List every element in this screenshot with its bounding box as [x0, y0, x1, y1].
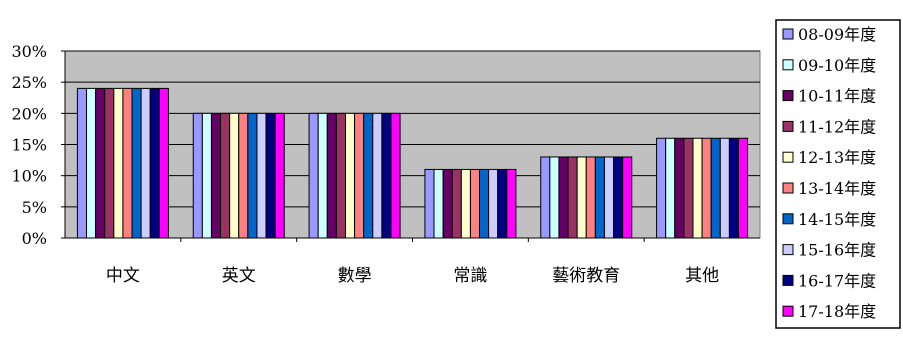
bar-3-3 [326, 112, 337, 239]
legend-label: 08-09年度 [798, 25, 876, 44]
y-tick-label: 25% [11, 73, 47, 92]
bar-4-3 [335, 112, 346, 239]
bar-6-3 [354, 112, 365, 239]
bar-10-4 [506, 168, 517, 239]
bar-7-1 [131, 87, 142, 239]
bar-7-6 [710, 137, 721, 239]
y-tick-label: 15% [11, 136, 47, 155]
bar-8-2 [256, 112, 267, 239]
bar-1-1 [76, 87, 88, 239]
y-tick-label: 10% [11, 167, 47, 186]
bar-1-4 [424, 168, 435, 239]
bar-8-5 [603, 156, 615, 239]
y-tick-label: 20% [11, 104, 47, 123]
bar-10-1 [158, 87, 169, 239]
bar-2-4 [433, 168, 444, 239]
legend-swatch [782, 120, 794, 132]
legend-label: 14-15年度 [798, 210, 876, 229]
x-category-label: 其他 [685, 266, 719, 286]
bar-3-1 [95, 87, 106, 239]
bar-5-4 [460, 168, 471, 239]
bar-2-1 [86, 87, 97, 239]
y-tick-label: 30% [11, 42, 47, 61]
bar-6-1 [122, 87, 133, 239]
bar-9-5 [613, 156, 624, 239]
bar-1-2 [192, 112, 203, 239]
bar-4-4 [451, 168, 462, 239]
bar-5-2 [229, 112, 240, 239]
bar-9-4 [497, 168, 508, 239]
legend-label: 16-17年度 [798, 271, 876, 290]
legend-swatch [782, 274, 794, 286]
bar-5-1 [113, 87, 124, 239]
bar-2-3 [317, 112, 328, 239]
bar-10-6 [737, 137, 749, 239]
legend-swatch [782, 151, 794, 163]
plot-area: 0% 5% 10% 15% 20% 25% 30% 中文 英文 數學 常識 藝術教育 其他 [11, 42, 761, 286]
bar-3-4 [442, 168, 453, 239]
legend: 08-09年度 09-10年度 10-11年度 11-12年度 12-13年度 13-14… [775, 19, 901, 329]
legend-swatch [782, 182, 794, 194]
bar-8-3 [372, 112, 383, 239]
legend-label: 15-16年度 [798, 241, 876, 260]
bar-7-5 [594, 156, 605, 239]
y-tick-label: 0% [22, 229, 47, 248]
legend-label: 17-18年度 [798, 302, 876, 321]
bar-10-2 [274, 112, 285, 239]
legend-label: 09-10年度 [798, 56, 876, 75]
bar-8-1 [140, 87, 151, 239]
bar-9-1 [149, 87, 160, 239]
bar-7-4 [479, 168, 490, 239]
bar-2-6 [665, 137, 676, 239]
legend-label: 12-13年度 [798, 148, 876, 167]
bar-2-5 [549, 156, 560, 239]
legend-swatch [782, 305, 794, 317]
x-category-label: 藝術教育 [552, 266, 620, 286]
bar-5-5 [576, 156, 587, 239]
bar-3-6 [674, 137, 685, 239]
x-category-label: 英文 [222, 266, 256, 286]
bar-9-2 [265, 112, 276, 239]
legend-box [775, 19, 901, 329]
bar-3-5 [558, 156, 569, 239]
bar-4-6 [683, 137, 694, 239]
bar-7-3 [363, 112, 374, 239]
legend-swatch [782, 213, 794, 225]
bar-1-5 [540, 156, 551, 239]
bar-9-3 [381, 112, 392, 239]
bar-8-4 [488, 168, 499, 239]
bar-1-6 [656, 137, 667, 239]
legend-swatch [782, 28, 794, 40]
bar-10-5 [622, 156, 633, 239]
bar-6-4 [469, 168, 481, 239]
x-category-label: 常識 [453, 266, 487, 286]
bar-2-2 [201, 112, 212, 239]
bar-7-2 [247, 112, 258, 239]
legend-swatch [782, 59, 794, 71]
bar-8-6 [719, 137, 730, 239]
bar-5-6 [692, 137, 703, 239]
x-category-label: 數學 [338, 266, 372, 286]
bar-10-3 [390, 112, 401, 239]
x-category-label: 中文 [106, 266, 140, 286]
bar-4-1 [104, 87, 115, 239]
bar-5-3 [344, 112, 356, 239]
y-tick-label: 5% [22, 198, 47, 217]
bar-4-5 [567, 156, 578, 239]
bar-4-2 [220, 112, 231, 239]
bar-1-3 [308, 112, 319, 239]
bar-3-2 [210, 112, 222, 239]
legend-swatch [782, 90, 794, 102]
legend-label: 10-11年度 [798, 87, 876, 106]
bar-6-2 [238, 112, 249, 239]
legend-swatch [782, 244, 794, 256]
legend-label: 13-14年度 [798, 179, 876, 198]
bar-6-5 [585, 156, 596, 239]
bar-9-6 [728, 137, 739, 239]
bar-6-6 [701, 137, 712, 239]
legend-label: 11-12年度 [798, 117, 876, 136]
